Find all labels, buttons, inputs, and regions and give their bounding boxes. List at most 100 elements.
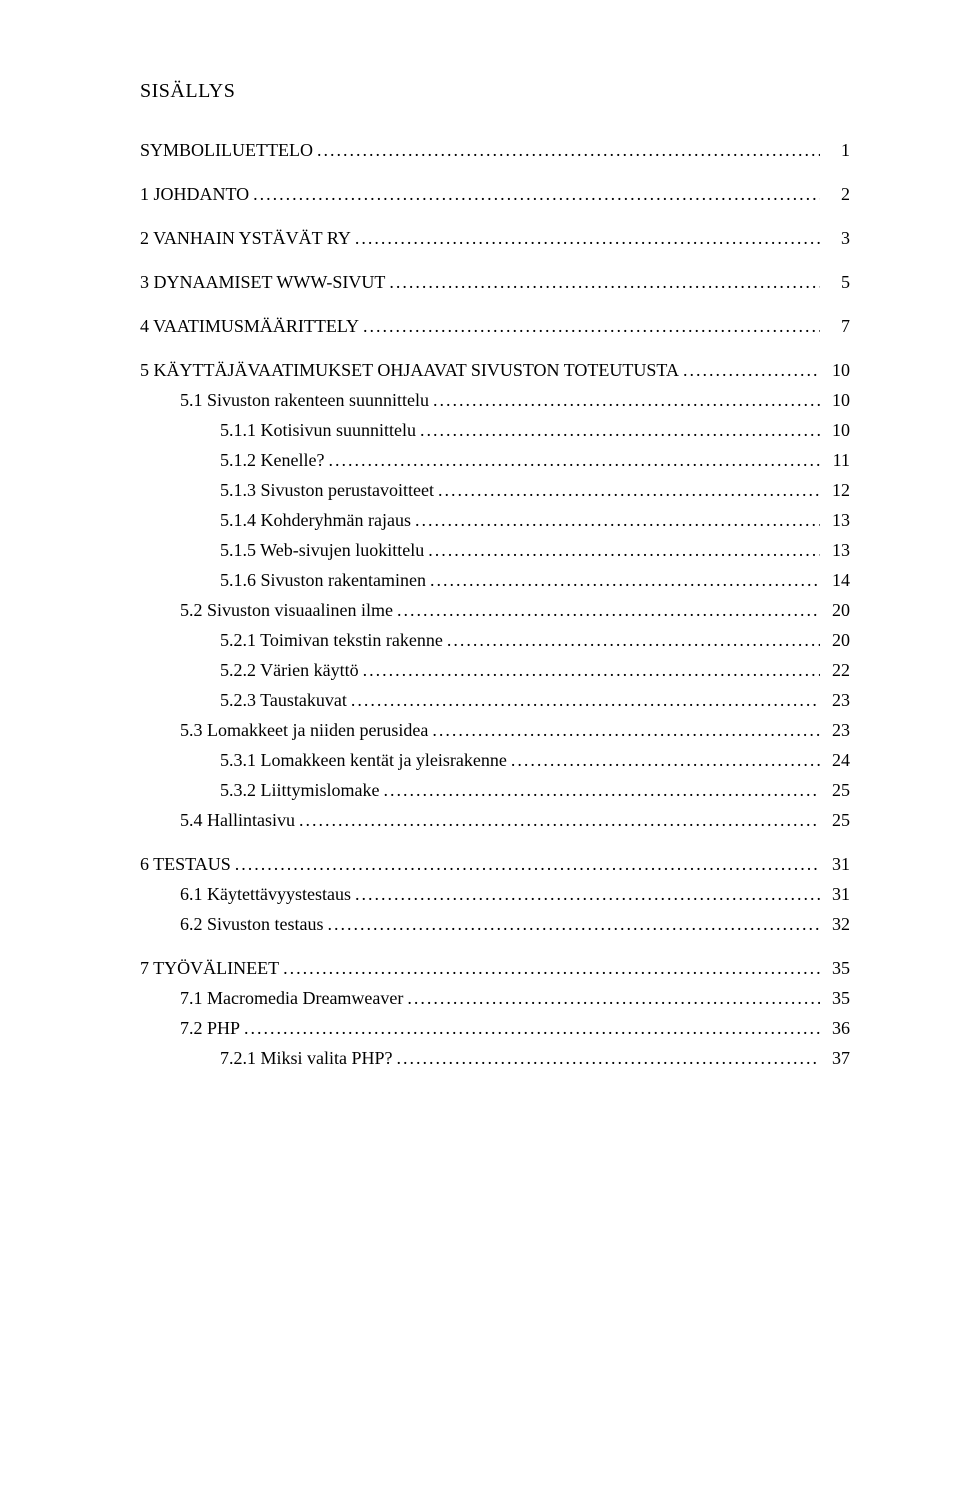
toc-entry: 7 TYÖVÄLINEET 35: [140, 959, 850, 977]
toc-entry: 5.1 Sivuston rakenteen suunnittelu 10: [140, 391, 850, 409]
toc-leader-dots: [428, 541, 820, 559]
toc-leader-dots: [299, 811, 820, 829]
toc-leader-dots: [328, 451, 820, 469]
toc-entry: 6.1 Käytettävyystestaus31: [140, 885, 850, 903]
toc-entry-page: 25: [824, 781, 850, 799]
toc-entry-page: 7: [824, 317, 850, 335]
toc-entry-label: 5.2 Sivuston visuaalinen ilme: [180, 601, 393, 619]
toc-leader-dots: [351, 691, 820, 709]
toc-entry-label: 5.1 Sivuston rakenteen suunnittelu: [180, 391, 429, 409]
toc-entry-page: 2: [824, 185, 850, 203]
toc-leader-dots: [355, 229, 820, 247]
toc-leader-dots: [415, 511, 820, 529]
toc-leader-dots: [283, 959, 820, 977]
toc-leader-dots: [420, 421, 820, 439]
toc-entry-label: 7.2 PHP: [180, 1019, 240, 1037]
toc-entry-page: 32: [824, 915, 850, 933]
toc-entry-page: 37: [824, 1049, 850, 1067]
toc-entry: 5.2.1 Toimivan tekstin rakenne20: [140, 631, 850, 649]
toc-entry: 5.2 Sivuston visuaalinen ilme 20: [140, 601, 850, 619]
toc-entry-label: 7.1 Macromedia Dreamweaver: [180, 989, 403, 1007]
toc-entry: 5.1.5 Web-sivujen luokittelu 13: [140, 541, 850, 559]
toc-entry-label: 3 DYNAAMISET WWW-SIVUT: [140, 273, 385, 291]
toc-entry-page: 23: [824, 691, 850, 709]
toc-leader-dots: [363, 317, 820, 335]
toc-entry-label: SYMBOLILUETTELO: [140, 141, 313, 159]
toc-entry: 6 TESTAUS 31: [140, 855, 850, 873]
toc-entry: 5.1.3 Sivuston perustavoitteet 12: [140, 481, 850, 499]
toc-leader-dots: [328, 915, 820, 933]
toc-leader-dots: [397, 1049, 820, 1067]
toc-entry-page: 31: [824, 885, 850, 903]
toc-entry-page: 1: [824, 141, 850, 159]
toc-leader-dots: [430, 571, 820, 589]
toc-entry-label: 5.1.3 Sivuston perustavoitteet: [220, 481, 434, 499]
toc-entry-label: 5.1.4 Kohderyhmän rajaus: [220, 511, 411, 529]
toc-leader-dots: [244, 1019, 820, 1037]
toc-entry-page: 5: [824, 273, 850, 291]
toc-entry-label: 6.2 Sivuston testaus: [180, 915, 324, 933]
toc-entry: 5.1.6 Sivuston rakentaminen 14: [140, 571, 850, 589]
toc-entry: 5 KÄYTTÄJÄVAATIMUKSET OHJAAVAT SIVUSTON …: [140, 361, 850, 379]
toc-entry: 5.3.2 Liittymislomake 25: [140, 781, 850, 799]
toc-entry-label: 5 KÄYTTÄJÄVAATIMUKSET OHJAAVAT SIVUSTON …: [140, 361, 679, 379]
toc-entry-label: 5.2.2 Värien käyttö: [220, 661, 359, 679]
toc-leader-dots: [407, 989, 820, 1007]
toc-entry: 5.2.2 Värien käyttö 22: [140, 661, 850, 679]
toc-entry: 6.2 Sivuston testaus 32: [140, 915, 850, 933]
toc-entry-page: 10: [824, 361, 850, 379]
toc-entry: 4 VAATIMUSMÄÄRITTELY 7: [140, 317, 850, 335]
toc-entry-page: 31: [824, 855, 850, 873]
toc-leader-dots: [363, 661, 820, 679]
toc-entry-page: 11: [824, 451, 850, 469]
toc-entry: 5.2.3 Taustakuvat 23: [140, 691, 850, 709]
toc-entry: 7.1 Macromedia Dreamweaver 35: [140, 989, 850, 1007]
toc-entry: 5.1.4 Kohderyhmän rajaus 13: [140, 511, 850, 529]
toc-entry-label: 5.3.1 Lomakkeen kentät ja yleisrakenne: [220, 751, 507, 769]
toc-entry-label: 5.1.5 Web-sivujen luokittelu: [220, 541, 424, 559]
toc-entry-page: 20: [824, 601, 850, 619]
toc-entry-label: 1 JOHDANTO: [140, 185, 249, 203]
toc-entry-page: 13: [824, 511, 850, 529]
toc-entry-label: 6 TESTAUS: [140, 855, 231, 873]
toc-entry-page: 22: [824, 661, 850, 679]
toc-entry-page: 25: [824, 811, 850, 829]
toc-entry-label: 5.3.2 Liittymislomake: [220, 781, 380, 799]
toc-entry-label: 7 TYÖVÄLINEET: [140, 959, 279, 977]
toc-entry-page: 3: [824, 229, 850, 247]
toc-leader-dots: [355, 885, 820, 903]
toc-entry-label: 2 VANHAIN YSTÄVÄT RY: [140, 229, 351, 247]
toc-entry-page: 14: [824, 571, 850, 589]
toc-entry: 5.3.1 Lomakkeen kentät ja yleisrakenne 24: [140, 751, 850, 769]
toc-leader-dots: [397, 601, 820, 619]
page-heading: SISÄLLYS: [140, 80, 850, 103]
toc-leader-dots: [438, 481, 820, 499]
toc-entry-label: 4 VAATIMUSMÄÄRITTELY: [140, 317, 359, 335]
toc-entry-page: 10: [824, 421, 850, 439]
toc-entry-label: 5.2.1 Toimivan tekstin rakenne: [220, 631, 443, 649]
toc-entry-page: 10: [824, 391, 850, 409]
toc-entry-page: 13: [824, 541, 850, 559]
toc-entry: 7.2.1 Miksi valita PHP? 37: [140, 1049, 850, 1067]
toc-entry-label: 5.1.6 Sivuston rakentaminen: [220, 571, 426, 589]
toc-entry-page: 36: [824, 1019, 850, 1037]
toc-entry-page: 12: [824, 481, 850, 499]
toc-entry-label: 5.1.1 Kotisivun suunnittelu: [220, 421, 416, 439]
toc-leader-dots: [511, 751, 820, 769]
toc-leader-dots: [389, 273, 820, 291]
toc-entry-page: 35: [824, 989, 850, 1007]
toc-entry-page: 24: [824, 751, 850, 769]
toc-entry-page: 23: [824, 721, 850, 739]
toc-entry-label: 7.2.1 Miksi valita PHP?: [220, 1049, 393, 1067]
toc-entry-label: 5.1.2 Kenelle?: [220, 451, 324, 469]
toc-leader-dots: [317, 141, 820, 159]
toc-entry: 2 VANHAIN YSTÄVÄT RY 3: [140, 229, 850, 247]
toc-entry: SYMBOLILUETTELO 1: [140, 141, 850, 159]
toc-leader-dots: [432, 721, 820, 739]
toc-entry-label: 5.4 Hallintasivu: [180, 811, 295, 829]
toc-entry: 5.1.2 Kenelle? 11: [140, 451, 850, 469]
toc-entry: 5.4 Hallintasivu 25: [140, 811, 850, 829]
toc-entry-label: 5.2.3 Taustakuvat: [220, 691, 347, 709]
toc-leader-dots: [683, 361, 820, 379]
toc-entry-page: 35: [824, 959, 850, 977]
